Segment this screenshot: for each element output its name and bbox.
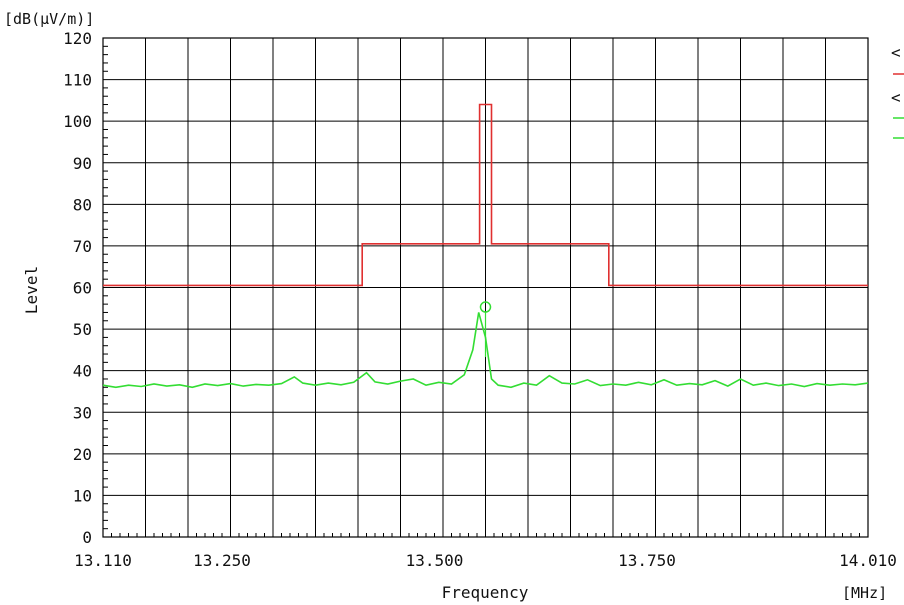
limit-line-series xyxy=(103,103,868,287)
x-tick-label: 13.250 xyxy=(193,551,251,570)
legend-marker: < xyxy=(891,88,901,107)
y-tick-label: 10 xyxy=(73,486,92,505)
y-tick-label: 100 xyxy=(63,112,92,131)
series-layer xyxy=(102,103,869,389)
legend: << xyxy=(891,43,904,139)
x-tick-labels: 13.110 13.250 13.500 13.750 14.010 xyxy=(74,551,897,570)
measurement-trace-series xyxy=(102,312,869,389)
grid xyxy=(102,37,869,538)
x-unit-label: [MHz] xyxy=(842,584,887,602)
legend-marker: < xyxy=(891,43,901,62)
plot-frame xyxy=(102,37,869,538)
x-tick-label: 13.750 xyxy=(618,551,676,570)
y-tick-label: 40 xyxy=(73,362,92,381)
y-axis-label: Level xyxy=(22,266,41,314)
y-tick-label: 70 xyxy=(73,237,92,256)
y-tick-label: 60 xyxy=(73,279,92,298)
y-tick-label: 0 xyxy=(82,528,92,547)
y-tick-label: 50 xyxy=(73,320,92,339)
x-axis-label: Frequency xyxy=(442,583,529,602)
y-unit-label: [dB(μV/m)] xyxy=(4,10,94,28)
y-tick-label: 120 xyxy=(63,29,92,48)
y-tick-label: 30 xyxy=(73,403,92,422)
y-tick-label: 80 xyxy=(73,195,92,214)
y-tick-label: 90 xyxy=(73,154,92,173)
y-tick-label: 110 xyxy=(63,71,92,90)
y-tick-labels: 0 10 20 30 40 50 60 70 80 90 100 110 120 xyxy=(63,29,92,547)
minor-ticks xyxy=(102,45,869,537)
y-tick-label: 20 xyxy=(73,445,92,464)
x-tick-label: 14.010 xyxy=(839,551,897,570)
x-tick-label: 13.500 xyxy=(406,551,464,570)
x-tick-label: 13.110 xyxy=(74,551,132,570)
